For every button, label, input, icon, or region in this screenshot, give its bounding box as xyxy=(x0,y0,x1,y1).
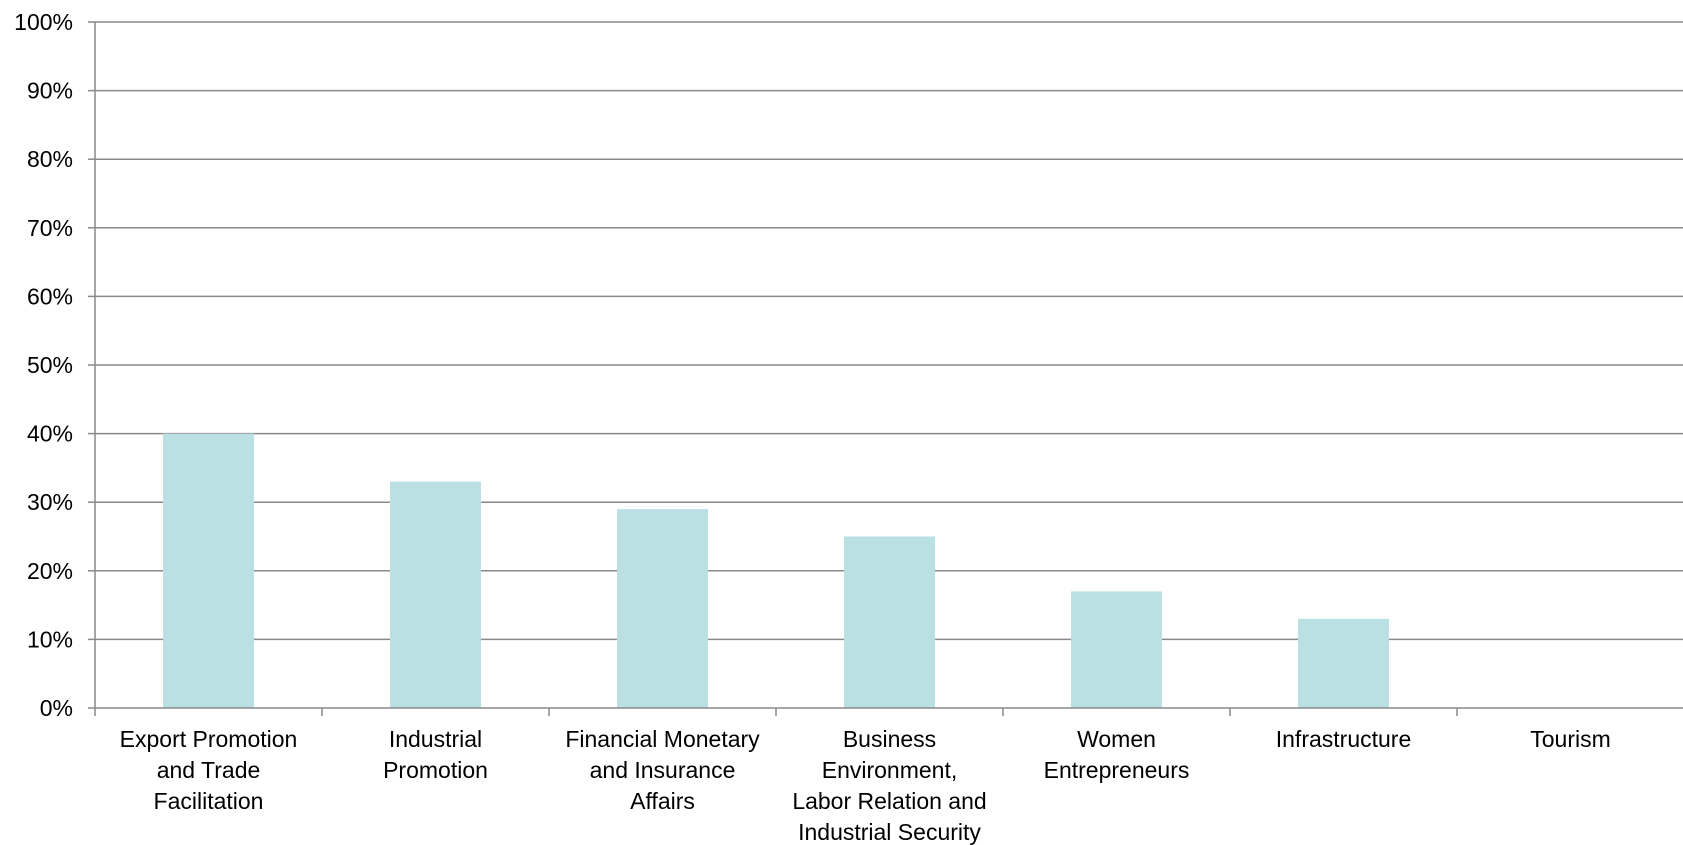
y-tick-label: 90% xyxy=(27,78,73,104)
category-label: Financial Monetary and Insurance Affairs xyxy=(565,726,760,814)
category-label-line: and Trade xyxy=(157,757,261,783)
bar xyxy=(390,481,481,708)
category-label: Industrial Promotion xyxy=(383,726,488,783)
category-label-line: Financial Monetary xyxy=(565,726,760,752)
category-label-line: Export Promotion xyxy=(120,726,298,752)
category-label-line: Infrastructure xyxy=(1276,726,1412,752)
category-label: Export Promotion and Trade Facilitation xyxy=(120,726,298,814)
category-label-line: Women xyxy=(1077,726,1156,752)
y-tick-label: 10% xyxy=(27,626,73,652)
category-label-line: Business xyxy=(843,726,936,752)
category-label-line: Promotion xyxy=(383,757,488,783)
y-tick-label: 0% xyxy=(40,695,73,721)
bar xyxy=(1071,591,1162,708)
y-tick-label: 60% xyxy=(27,283,73,309)
bars xyxy=(163,433,1389,708)
category-label-line: Industrial xyxy=(389,726,482,752)
category-label-line: Affairs xyxy=(630,788,695,814)
category-label-line: and Insurance xyxy=(590,757,736,783)
category-label-line: Industrial Security xyxy=(798,819,981,845)
y-tick-label: 100% xyxy=(14,9,73,35)
axes xyxy=(88,21,1683,716)
category-labels: Export Promotion and Trade Facilitation Ind… xyxy=(120,726,1611,845)
category-label: Infrastructure xyxy=(1276,726,1412,752)
gridlines xyxy=(95,21,1683,641)
category-label-line: Environment, xyxy=(822,757,958,783)
y-tick-label: 40% xyxy=(27,421,73,447)
category-label-line: Tourism xyxy=(1530,726,1611,752)
y-tick-label: 50% xyxy=(27,352,73,378)
bar xyxy=(163,433,254,708)
category-label-line: Entrepreneurs xyxy=(1044,757,1190,783)
category-label: Women Entrepreneurs xyxy=(1044,726,1190,783)
category-label: Business Environment, Labor Relation and In… xyxy=(792,726,986,845)
category-label: Tourism xyxy=(1530,726,1611,752)
y-tick-labels: 0% 10% 20% 30% 40% 50% 60% 70% 80% 90% 100% xyxy=(14,9,73,721)
category-label-line: Facilitation xyxy=(154,788,264,814)
bar xyxy=(1298,618,1389,708)
y-tick-label: 80% xyxy=(27,146,73,172)
y-tick-label: 30% xyxy=(27,489,73,515)
y-tick-label: 20% xyxy=(27,558,73,584)
category-label-line: Labor Relation and xyxy=(792,788,986,814)
bar xyxy=(844,536,935,708)
y-tick-label: 70% xyxy=(27,215,73,241)
bar xyxy=(617,509,708,708)
